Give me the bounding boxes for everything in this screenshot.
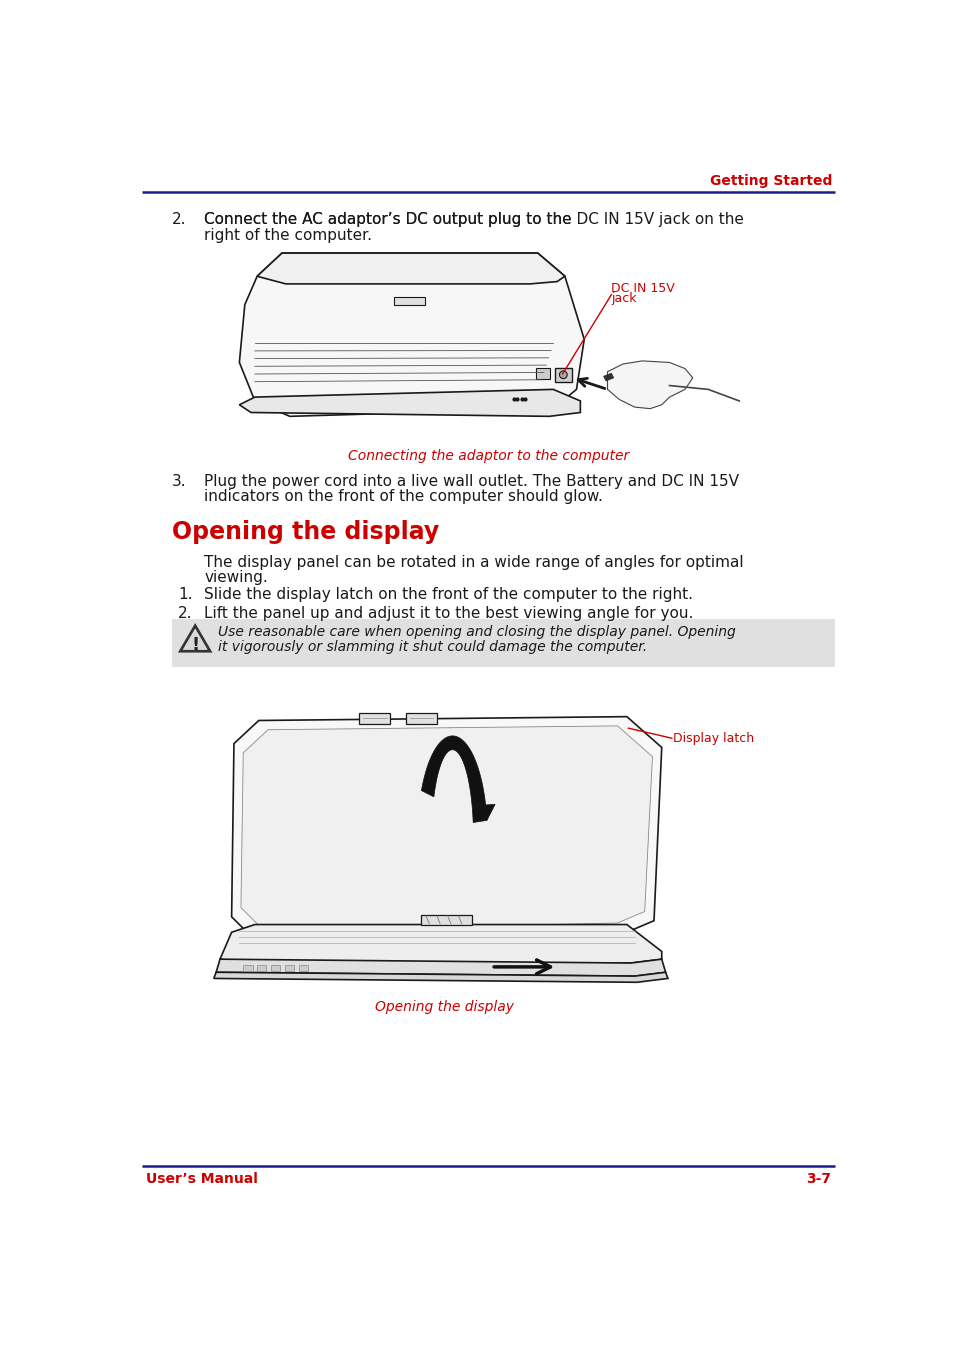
Text: viewing.: viewing.: [204, 571, 268, 585]
FancyBboxPatch shape: [536, 368, 550, 379]
FancyBboxPatch shape: [359, 713, 390, 723]
Polygon shape: [241, 726, 652, 930]
Polygon shape: [180, 626, 210, 652]
FancyBboxPatch shape: [421, 914, 472, 925]
FancyBboxPatch shape: [555, 368, 571, 381]
Text: Opening the display: Opening the display: [375, 1000, 514, 1014]
Text: 2.: 2.: [178, 606, 193, 621]
Text: 3-7: 3-7: [805, 1172, 831, 1186]
Text: it vigorously or slamming it shut could damage the computer.: it vigorously or slamming it shut could …: [218, 641, 647, 654]
Polygon shape: [476, 804, 495, 821]
Polygon shape: [183, 629, 207, 650]
Polygon shape: [239, 389, 579, 416]
Text: The display panel can be rotated in a wide range of angles for optimal: The display panel can be rotated in a wi…: [204, 554, 743, 571]
Text: 3.: 3.: [172, 475, 187, 489]
Text: 1.: 1.: [178, 587, 193, 602]
Polygon shape: [213, 972, 667, 983]
Polygon shape: [220, 925, 661, 963]
Polygon shape: [232, 717, 661, 940]
Text: jack: jack: [611, 292, 637, 306]
Text: Getting Started: Getting Started: [709, 174, 831, 188]
Polygon shape: [607, 361, 692, 408]
Text: User’s Manual: User’s Manual: [146, 1172, 258, 1186]
Polygon shape: [239, 253, 583, 416]
Text: Plug the power cord into a live wall outlet. The Battery and DC IN 15V: Plug the power cord into a live wall out…: [204, 475, 739, 489]
Polygon shape: [421, 735, 486, 822]
Text: Opening the display: Opening the display: [172, 521, 438, 545]
FancyBboxPatch shape: [285, 964, 294, 971]
Polygon shape: [603, 373, 613, 381]
FancyBboxPatch shape: [257, 964, 266, 971]
Polygon shape: [257, 253, 564, 284]
Text: DC IN 15V: DC IN 15V: [611, 281, 675, 295]
Text: Use reasonable care when opening and closing the display panel. Opening: Use reasonable care when opening and clo…: [218, 625, 736, 639]
FancyBboxPatch shape: [406, 713, 436, 723]
Polygon shape: [394, 297, 425, 304]
FancyBboxPatch shape: [172, 619, 835, 667]
Text: Connect the AC adaptor’s DC output plug to the ​DC IN 15V​ jack on the: Connect the AC adaptor’s DC output plug …: [204, 212, 743, 227]
Text: 2.: 2.: [172, 212, 186, 227]
Text: Lift the panel up and adjust it to the best viewing angle for you.: Lift the panel up and adjust it to the b…: [204, 606, 693, 621]
Polygon shape: [216, 959, 665, 976]
Text: Connect the AC adaptor’s DC output plug to the: Connect the AC adaptor’s DC output plug …: [204, 212, 577, 227]
Text: Connecting the adaptor to the computer: Connecting the adaptor to the computer: [348, 449, 629, 462]
Text: Slide the display latch on the front of the computer to the right.: Slide the display latch on the front of …: [204, 587, 693, 602]
Text: !: !: [191, 635, 199, 654]
FancyBboxPatch shape: [271, 964, 280, 971]
FancyBboxPatch shape: [298, 964, 308, 971]
Text: indicators on the front of the computer should glow.: indicators on the front of the computer …: [204, 489, 602, 504]
Text: right of the computer.: right of the computer.: [204, 227, 372, 243]
Circle shape: [558, 370, 567, 379]
Text: Display latch: Display latch: [673, 731, 754, 745]
FancyBboxPatch shape: [243, 964, 253, 971]
